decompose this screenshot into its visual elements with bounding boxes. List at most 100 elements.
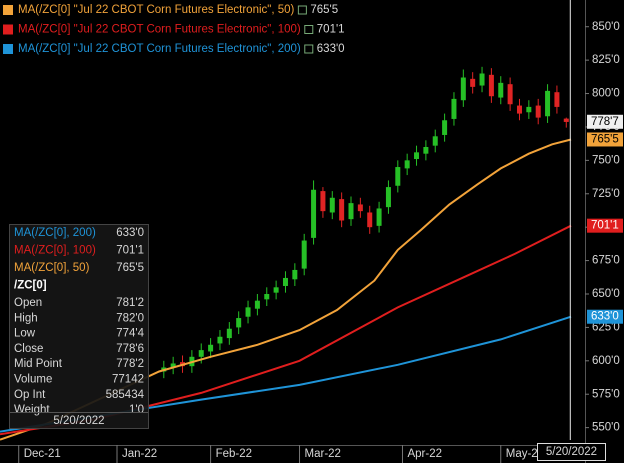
- y-tick-label: 625'0: [592, 321, 620, 333]
- x-tick-label: Jan-22: [122, 448, 157, 460]
- candle-body: [301, 240, 307, 269]
- ma200-box: [587, 309, 623, 324]
- info-field-label: High: [14, 312, 38, 324]
- info-field-value: 585434: [106, 389, 145, 401]
- info-ma-label: MA(/ZC[0], 100): [14, 245, 96, 257]
- ma50-box: [587, 132, 623, 147]
- candle-body: [339, 199, 345, 221]
- ma50-label: 765'5: [591, 134, 619, 146]
- info-field-value: 782'0: [116, 312, 144, 324]
- legend-swatch: [3, 44, 13, 54]
- legend-value: 765'5: [310, 4, 338, 16]
- y-tick-label: 675'0: [592, 255, 620, 267]
- y-tick-label: 850'0: [592, 21, 620, 33]
- info-field-label: Volume: [14, 374, 52, 386]
- y-tick-label: 825'0: [592, 54, 620, 66]
- legend-swatch: [3, 24, 13, 35]
- ma100-box: [587, 218, 623, 233]
- candle-body: [357, 204, 363, 212]
- info-field-label: Op Int: [14, 389, 46, 401]
- candle-body: [442, 120, 448, 135]
- info-ma-label: MA(/ZC[0], 50): [14, 262, 90, 274]
- candle-body: [470, 78, 476, 87]
- info-field-value: 781'2: [116, 297, 144, 309]
- legend-value: 701'1: [317, 24, 345, 36]
- y-tick-label: 725'0: [592, 188, 620, 200]
- info-ma-value: 765'5: [116, 262, 144, 274]
- candle-body: [498, 82, 504, 98]
- x-tick-label: Apr-22: [407, 448, 442, 460]
- info-field-value: 774'4: [116, 328, 144, 340]
- info-field-value: 778'6: [116, 343, 144, 355]
- candle-body: [254, 300, 260, 309]
- candle-body: [226, 328, 232, 339]
- candle-body: [460, 77, 466, 101]
- price-label: 778'7: [591, 116, 619, 128]
- info-box-bg: [9, 224, 149, 429]
- candle-body: [432, 136, 438, 146]
- candle-body: [395, 167, 401, 186]
- info-date: 5/20/2022: [53, 415, 104, 427]
- ma-line: [0, 315, 572, 433]
- info-field-label: Weight: [14, 404, 50, 416]
- info-ma-label: MA(/ZC[0], 200): [14, 227, 96, 239]
- candle-body: [479, 73, 485, 86]
- candle-body: [545, 90, 551, 117]
- x-tick-label: May-22: [506, 448, 544, 460]
- candle-body: [292, 269, 298, 280]
- legend-icon: [297, 5, 307, 15]
- y-tick-label: 650'0: [592, 288, 620, 300]
- candle-body: [329, 197, 335, 213]
- candle-body: [451, 98, 457, 119]
- info-field-label: Mid Point: [14, 358, 63, 370]
- info-field-value: 778'2: [116, 358, 144, 370]
- candle-body: [273, 287, 279, 293]
- cursor-date-box: [537, 443, 606, 461]
- candle-body: [348, 203, 354, 220]
- candle-body: [423, 146, 429, 154]
- candle-body: [208, 344, 214, 352]
- candle-body: [526, 106, 532, 113]
- info-field-label: Low: [14, 328, 36, 340]
- candle-body: [376, 208, 382, 226]
- y-tick-label: 575'0: [592, 388, 620, 400]
- y-tick-label: 800'0: [592, 88, 620, 100]
- candle-body: [367, 212, 373, 228]
- candle-body: [217, 336, 223, 344]
- info-field-label: Close: [14, 343, 43, 355]
- legend-value: 633'0: [317, 43, 345, 55]
- candle-body: [554, 92, 560, 107]
- legend-label: MA(/ZC[0] "Jul 22 CBOT Corn Futures Elec…: [18, 24, 301, 36]
- candle-body: [516, 105, 522, 114]
- y-tick-label: 750'0: [592, 154, 620, 166]
- ma200-label: 633'0: [591, 311, 619, 323]
- legend-label: MA(/ZC[0] "Jul 22 CBOT Corn Futures Elec…: [18, 43, 301, 55]
- info-ma-value: 633'0: [116, 227, 144, 239]
- info-ma-value: 701'1: [116, 245, 144, 257]
- candle-body: [385, 187, 391, 208]
- legend-icon: [304, 25, 314, 34]
- candle-body: [404, 160, 410, 169]
- candle-body: [488, 74, 494, 97]
- y-tick-label: 550'0: [592, 422, 620, 434]
- info-box: MA(/ZC[0], 200) 633'0 MA(/ZC[0], 100) 701'1…: [9, 224, 149, 429]
- candle-body: [198, 350, 204, 357]
- info-symbol: /ZC[0]: [14, 280, 47, 292]
- x-tick-label: Feb-22: [216, 448, 252, 460]
- candle-body: [311, 189, 317, 238]
- candle-body: [320, 191, 326, 212]
- candle-body: [535, 105, 541, 118]
- info-field-label: Open: [14, 297, 42, 309]
- candle-body: [236, 318, 242, 328]
- price-box: [587, 114, 623, 129]
- candle-body: [282, 277, 288, 286]
- ma100-label: 701'1: [591, 220, 619, 232]
- candle-body: [563, 118, 569, 122]
- candle-body: [245, 307, 251, 317]
- legend-label: MA(/ZC[0] "Jul 22 CBOT Corn Futures Elec…: [18, 4, 295, 16]
- candle-body: [264, 293, 270, 300]
- x-tick-label: Mar-22: [305, 448, 341, 460]
- candle-body: [507, 84, 513, 105]
